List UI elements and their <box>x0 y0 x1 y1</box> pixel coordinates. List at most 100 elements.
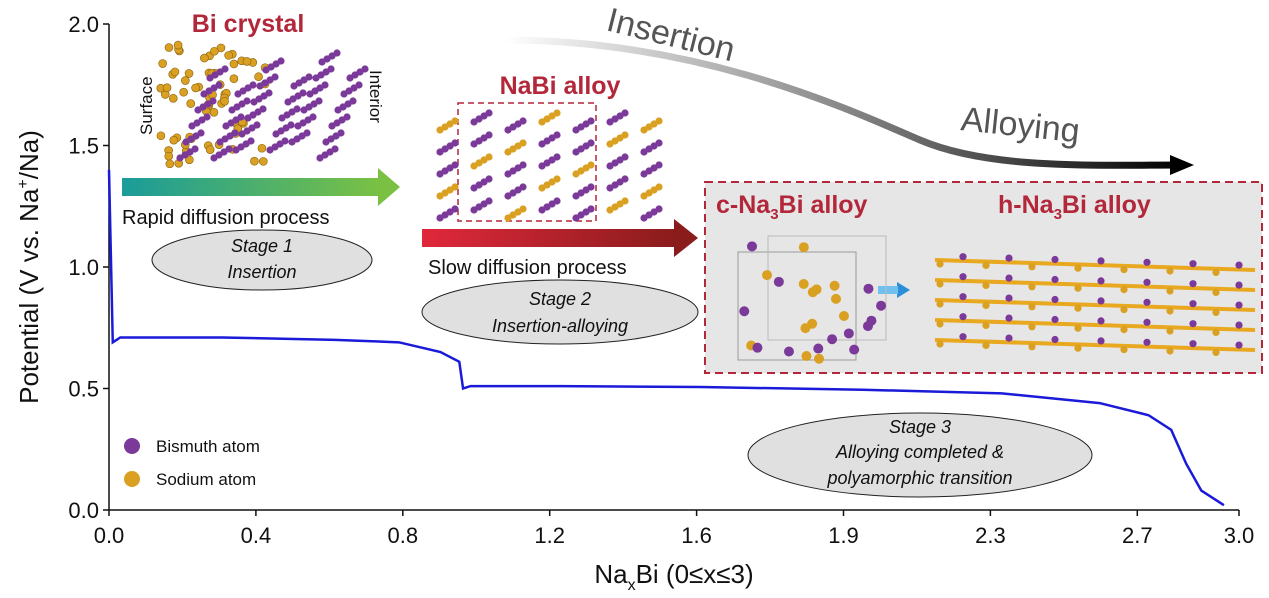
atom <box>553 175 561 183</box>
atom <box>982 301 990 309</box>
y-axis-label: Potential (V vs. Na+/Na) <box>14 130 44 404</box>
x-tick-label: 0.0 <box>94 523 125 548</box>
atom <box>1097 297 1105 305</box>
annotation: NaBi alloy <box>500 72 621 100</box>
atom <box>250 156 259 166</box>
x-tick-label: 1.2 <box>534 523 565 548</box>
annotation: Bi crystal <box>192 10 305 38</box>
y-tick-label: 2.0 <box>68 12 99 37</box>
legend-label: Bismuth atom <box>156 437 260 456</box>
atom <box>936 320 944 328</box>
atom <box>168 94 178 103</box>
atom <box>1051 335 1059 344</box>
atom <box>587 205 595 213</box>
atom <box>959 273 967 281</box>
illustrations <box>122 36 1263 498</box>
y-tick-label: 0.5 <box>68 377 99 402</box>
atom <box>247 137 255 145</box>
atom <box>1143 338 1151 346</box>
atom <box>485 197 493 205</box>
process-arrow <box>504 36 1181 169</box>
annotation: Stage 1 <box>231 236 293 256</box>
atom <box>237 113 245 121</box>
atom <box>1028 263 1036 271</box>
atom <box>179 87 188 97</box>
stage-ellipse <box>747 412 1093 498</box>
atom <box>862 321 873 332</box>
atom <box>587 117 595 125</box>
atom <box>1166 307 1174 315</box>
atom <box>185 155 194 165</box>
series-line <box>107 169 1225 507</box>
atom <box>801 350 812 361</box>
x-tick-label: 2.3 <box>975 523 1006 548</box>
bond <box>934 278 1256 292</box>
atom <box>361 65 369 73</box>
arrow-head <box>378 168 400 206</box>
atom <box>197 129 205 137</box>
atom <box>242 57 252 66</box>
atom <box>1189 320 1197 328</box>
atom <box>982 341 990 349</box>
atom <box>1235 261 1243 269</box>
atom <box>1028 303 1036 311</box>
arrow <box>422 229 676 247</box>
atom <box>982 321 990 329</box>
atom <box>1212 348 1220 356</box>
x-tick-label: 2.7 <box>1122 523 1153 548</box>
atom <box>1028 323 1036 331</box>
atom <box>553 131 561 139</box>
atom <box>1166 327 1174 335</box>
annotation: Surface <box>137 76 156 135</box>
atom <box>798 242 809 253</box>
atom <box>1189 300 1197 308</box>
atom <box>220 96 229 106</box>
atom <box>587 183 595 191</box>
atom <box>1074 344 1082 352</box>
atom <box>156 131 166 141</box>
atom <box>849 344 860 355</box>
atom <box>451 117 459 125</box>
atom <box>158 59 167 68</box>
atom <box>451 161 459 169</box>
atom <box>1074 284 1082 292</box>
atom <box>1189 340 1197 348</box>
x-tick-label: 0.4 <box>241 523 272 548</box>
atom <box>655 161 663 169</box>
atom <box>203 113 211 121</box>
atom <box>936 300 944 308</box>
atom <box>1166 347 1174 355</box>
x-tick-label: 1.6 <box>681 523 712 548</box>
atom <box>621 197 629 205</box>
atom <box>1051 315 1059 324</box>
atom <box>315 97 323 105</box>
atom <box>243 97 251 105</box>
atom <box>1143 298 1151 306</box>
atom <box>1189 280 1197 288</box>
bond <box>934 338 1256 352</box>
atom <box>621 109 629 117</box>
atom <box>1143 258 1151 266</box>
cube <box>767 235 887 341</box>
arrow <box>897 282 910 298</box>
legend-marker <box>124 438 140 454</box>
atom <box>762 270 773 281</box>
atom <box>1097 317 1105 325</box>
atom <box>224 51 233 60</box>
atom <box>1120 306 1128 314</box>
atom <box>655 139 663 147</box>
y-tick-label: 1.5 <box>68 134 99 159</box>
atom <box>1212 268 1220 276</box>
atom <box>519 139 527 147</box>
atom <box>485 153 493 161</box>
atom <box>830 293 841 304</box>
atom <box>959 313 967 321</box>
stage-ellipse <box>421 279 699 345</box>
atom <box>553 197 561 205</box>
arrow-head <box>1170 155 1194 175</box>
atom <box>1005 294 1013 302</box>
legend-marker <box>124 471 140 487</box>
atom <box>259 157 268 166</box>
y-tick-label: 1.0 <box>68 255 99 280</box>
atom <box>181 76 190 85</box>
